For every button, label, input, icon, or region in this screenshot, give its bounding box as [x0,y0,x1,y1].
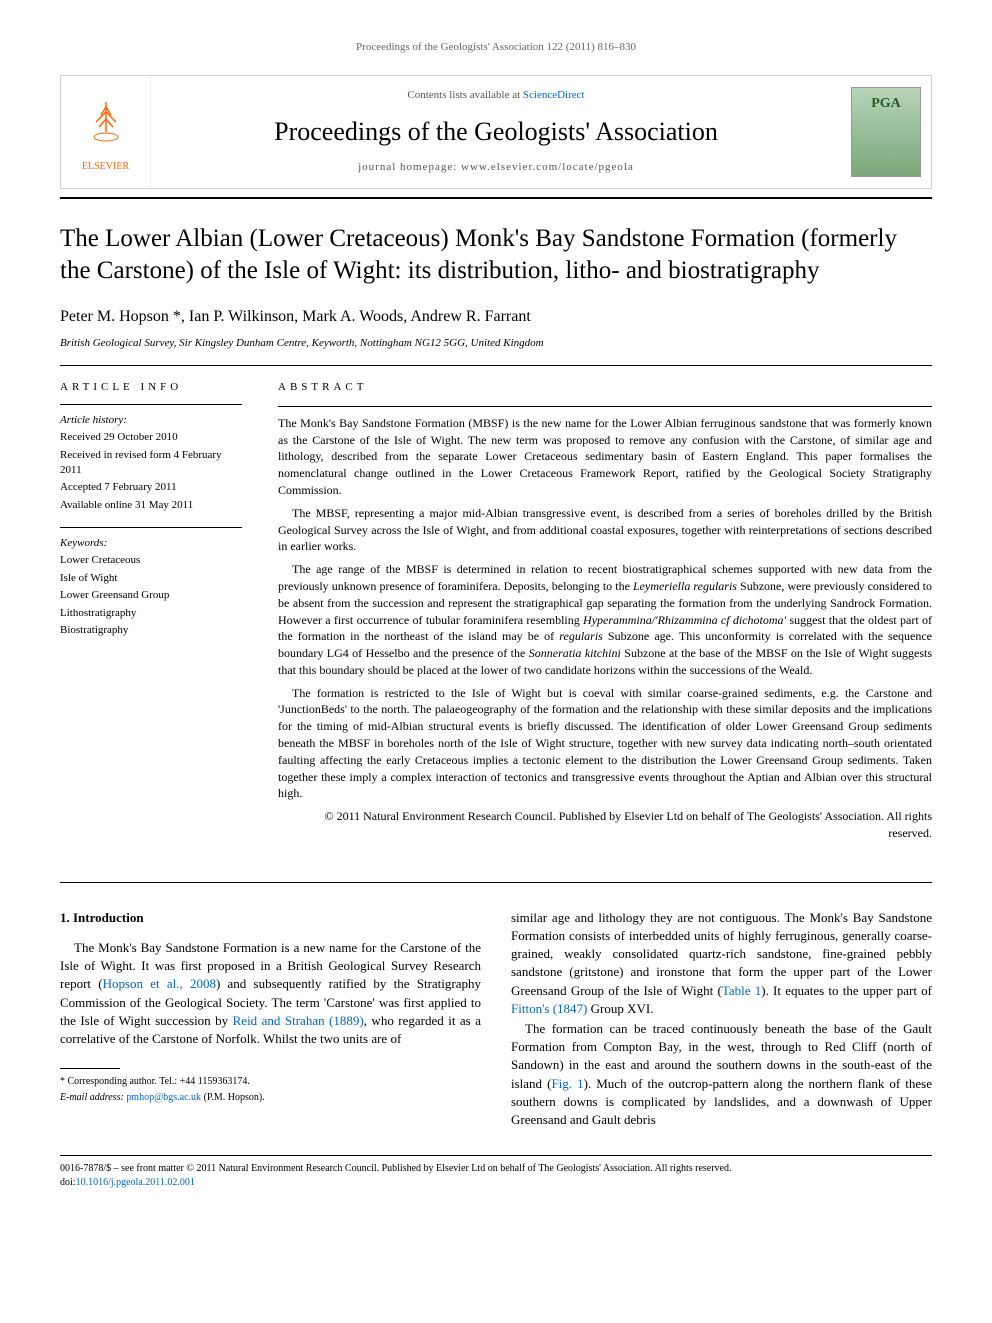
homepage-url: www.elsevier.com/locate/pgeola [461,161,634,173]
title-rule [60,197,932,199]
contents-prefix: Contents lists available at [407,89,522,101]
info-abstract-row: ARTICLE INFO Article history: Received 2… [60,365,932,862]
left-column: 1. Introduction The Monk's Bay Sandstone… [60,909,481,1131]
keyword: Biostratigraphy [60,623,242,638]
abstract-paragraph: The Monk's Bay Sandstone Formation (MBSF… [278,415,932,499]
info-rule [60,527,242,528]
publisher-name: ELSEVIER [82,160,129,174]
sciencedirect-link[interactable]: ScienceDirect [523,89,585,101]
journal-cover-thumbnail: PGA [851,87,921,177]
email-footnote: E-mail address: pmhop@bgs.ac.uk (P.M. Ho… [60,1091,481,1105]
taxon-name: regularis [559,629,603,643]
abstract-paragraph: The formation is restricted to the Isle … [278,685,932,803]
citation-link[interactable]: Hopson et al., 2008 [103,976,216,991]
body-paragraph: The Monk's Bay Sandstone Formation is a … [60,939,481,1048]
journal-homepage: journal homepage: www.elsevier.com/locat… [163,160,829,175]
footer-copyright: 0016-7878/$ – see front matter © 2011 Na… [60,1162,932,1176]
page-footer: 0016-7878/$ – see front matter © 2011 Na… [60,1155,932,1190]
email-suffix: (P.M. Hopson). [201,1092,265,1103]
journal-masthead: ELSEVIER Contents lists available at Sci… [60,75,932,188]
journal-name: Proceedings of the Geologists' Associati… [163,114,829,150]
email-label: E-mail address: [60,1092,126,1103]
body-paragraph: The formation can be traced continuously… [511,1020,932,1129]
keyword: Lower Greensand Group [60,588,242,603]
elsevier-logo-icon [76,90,136,160]
accepted-date: Accepted 7 February 2011 [60,480,242,495]
table-link[interactable]: Table 1 [722,983,761,998]
body-paragraph: similar age and lithology they are not c… [511,909,932,1018]
figure-link[interactable]: Fig. 1 [551,1076,583,1091]
running-header: Proceedings of the Geologists' Associati… [60,40,932,55]
article-title: The Lower Albian (Lower Cretaceous) Monk… [60,223,932,288]
keyword: Lower Cretaceous [60,553,242,568]
masthead-center: Contents lists available at ScienceDirec… [151,76,841,187]
citation-link[interactable]: Fitton's (1847) [511,1001,587,1016]
body-columns: 1. Introduction The Monk's Bay Sandstone… [60,909,932,1131]
taxon-name: Hyperammina/'Rhizammina cf dichotoma' [583,613,786,627]
corresponding-author-footnote: * Corresponding author. Tel.: +44 115936… [60,1075,481,1089]
doi-link[interactable]: 10.1016/j.pgeola.2011.02.001 [76,1177,195,1188]
publisher-logo-box: ELSEVIER [61,76,151,187]
section-heading: 1. Introduction [60,909,481,927]
right-column: similar age and lithology they are not c… [511,909,932,1131]
doi-label: doi: [60,1177,76,1188]
online-date: Available online 31 May 2011 [60,498,242,513]
article-info-panel: ARTICLE INFO Article history: Received 2… [60,366,260,862]
article-info-heading: ARTICLE INFO [60,380,242,395]
revised-date: Received in revised form 4 February 2011 [60,448,242,479]
affiliation: British Geological Survey, Sir Kingsley … [60,336,932,351]
info-rule [60,404,242,405]
keyword: Lithostratigraphy [60,606,242,621]
authors-line: Peter M. Hopson *, Ian P. Wilkinson, Mar… [60,306,932,328]
footer-doi-line: doi:10.1016/j.pgeola.2011.02.001 [60,1176,932,1190]
footnote-rule [60,1068,120,1069]
abstract-paragraph: The MBSF, representing a major mid-Albia… [278,505,932,555]
body-text: ). It equates to the upper part of [761,983,932,998]
homepage-label: journal homepage: [358,161,461,173]
keywords-block: Keywords: Lower Cretaceous Isle of Wight… [60,536,242,638]
citation-link[interactable]: Reid and Strahan (1889) [233,1013,364,1028]
journal-cover-box: PGA [841,76,931,187]
contents-available-line: Contents lists available at ScienceDirec… [163,88,829,103]
abstract-rule [278,406,932,407]
page: Proceedings of the Geologists' Associati… [0,0,992,1230]
body-text: Group XVI. [587,1001,653,1016]
history-label: Article history: [60,413,242,428]
keyword: Isle of Wight [60,571,242,586]
received-date: Received 29 October 2010 [60,430,242,445]
journal-cover-abbrev: PGA [871,94,901,114]
abstract-bottom-rule [60,882,932,883]
taxon-name: Sonneratia kitchini [529,646,621,660]
email-link[interactable]: pmhop@bgs.ac.uk [126,1092,201,1103]
keywords-label: Keywords: [60,536,242,551]
abstract-panel: ABSTRACT The Monk's Bay Sandstone Format… [260,366,932,862]
article-history-block: Article history: Received 29 October 201… [60,413,242,513]
abstract-heading: ABSTRACT [278,380,932,395]
taxon-name: Leymeriella regularis [633,579,737,593]
abstract-copyright: © 2011 Natural Environment Research Coun… [278,808,932,842]
abstract-paragraph: The age range of the MBSF is determined … [278,561,932,679]
